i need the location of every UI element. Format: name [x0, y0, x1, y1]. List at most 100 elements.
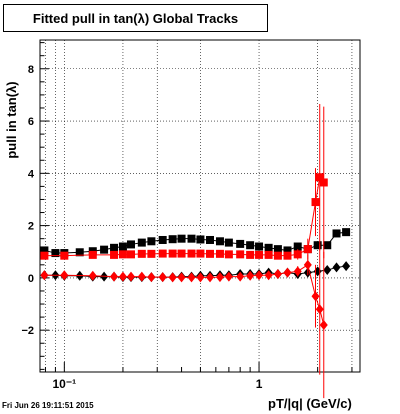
data-point-square — [137, 238, 146, 247]
y-axis-label: pull in tan(λ) — [4, 81, 19, 159]
data-point-square — [255, 242, 264, 251]
data-point-diamond — [236, 271, 245, 282]
data-point-diamond — [246, 270, 255, 281]
data-point-square — [196, 249, 205, 258]
data-point-square — [215, 249, 224, 258]
data-point-diamond — [147, 272, 156, 283]
data-point-square — [332, 229, 341, 238]
data-point-square — [264, 243, 273, 252]
data-point-diamond — [293, 266, 302, 277]
data-point-diamond — [264, 270, 273, 281]
data-point-square — [293, 242, 302, 251]
data-point-square — [40, 246, 49, 255]
data-point-square — [118, 250, 127, 259]
data-point-square — [168, 249, 177, 258]
x-tick-label: 1 — [256, 377, 263, 391]
data-point-diamond — [315, 304, 324, 315]
data-point-square — [206, 235, 215, 244]
data-point-diamond — [303, 259, 312, 270]
data-point-diamond — [177, 272, 186, 283]
data-point-square — [127, 250, 136, 259]
data-point-square — [283, 246, 292, 255]
data-point-diamond — [273, 268, 282, 279]
data-point-square — [215, 237, 224, 246]
data-point-diamond — [127, 271, 136, 282]
chart-title: Fitted pull in tan(λ) Global Tracks — [32, 11, 239, 26]
data-point-square — [137, 249, 146, 258]
y-tick-label: 4 — [28, 168, 35, 180]
y-tick-label: 0 — [28, 273, 34, 285]
data-point-square — [51, 249, 60, 258]
data-point-square — [283, 251, 292, 260]
data-point-square — [236, 239, 245, 248]
data-point-square — [110, 250, 119, 259]
data-point-square — [319, 178, 328, 187]
data-point-diamond — [323, 265, 332, 276]
data-point-square — [187, 234, 196, 243]
y-tick-label: 2 — [28, 221, 34, 233]
y-tick-label: 8 — [28, 64, 34, 76]
data-point-diamond — [283, 267, 292, 278]
data-point-diamond — [118, 271, 127, 282]
data-point-diamond — [319, 319, 328, 330]
data-point-square — [158, 235, 167, 244]
data-point-diamond — [40, 270, 49, 281]
data-point-square — [224, 238, 233, 247]
data-point-square — [323, 241, 332, 250]
data-point-diamond — [60, 270, 69, 281]
data-point-square — [313, 241, 322, 250]
data-point-square — [158, 249, 167, 258]
data-point-square — [147, 237, 156, 246]
timestamp: Fri Jun 26 19:11:51 2015 — [2, 401, 94, 410]
data-point-square — [236, 250, 245, 259]
data-point-square — [206, 249, 215, 258]
data-point-square — [315, 173, 324, 182]
data-point-square — [60, 251, 69, 260]
data-point-square — [196, 235, 205, 244]
data-point-diamond — [342, 261, 351, 272]
data-point-square — [246, 250, 255, 259]
data-point-square — [224, 250, 233, 259]
data-point-diamond — [137, 271, 146, 282]
data-point-square — [187, 249, 196, 258]
data-point-square — [118, 242, 127, 251]
data-point-square — [255, 250, 264, 259]
plot-frame — [39, 39, 361, 373]
data-point-square — [246, 241, 255, 250]
data-point-diamond — [196, 272, 205, 283]
data-point-square — [100, 245, 109, 254]
x-axis-label: pT/|q| (GeV/c) — [268, 396, 352, 411]
data-point-square — [40, 251, 49, 260]
data-point-diamond — [88, 270, 97, 281]
data-point-square — [88, 250, 97, 259]
data-point-square — [168, 235, 177, 244]
data-point-square — [264, 250, 273, 259]
data-point-square — [127, 240, 136, 249]
data-point-diamond — [187, 272, 196, 283]
chart-title-box: Fitted pull in tan(λ) Global Tracks — [3, 4, 268, 32]
x-tick-label: 10⁻¹ — [52, 377, 76, 391]
y-tick-label: 6 — [28, 116, 34, 128]
data-point-diamond — [158, 272, 167, 283]
data-point-square — [273, 251, 282, 260]
data-point-diamond — [255, 270, 264, 281]
data-point-square — [342, 228, 351, 237]
y-tick-label: −2 — [21, 325, 34, 337]
data-point-diamond — [311, 291, 320, 302]
data-point-diamond — [332, 262, 341, 273]
data-point-square — [311, 198, 320, 207]
data-point-diamond — [168, 272, 177, 283]
data-point-diamond — [224, 271, 233, 282]
data-point-diamond — [215, 272, 224, 283]
data-point-square — [177, 249, 186, 258]
data-point-square — [75, 248, 84, 257]
data-point-diamond — [206, 272, 215, 283]
data-point-square — [293, 250, 302, 259]
data-point-diamond — [110, 271, 119, 282]
data-point-square — [177, 234, 186, 243]
data-point-square — [303, 245, 312, 254]
data-point-square — [273, 245, 282, 254]
data-point-square — [110, 243, 119, 252]
data-point-square — [147, 249, 156, 258]
